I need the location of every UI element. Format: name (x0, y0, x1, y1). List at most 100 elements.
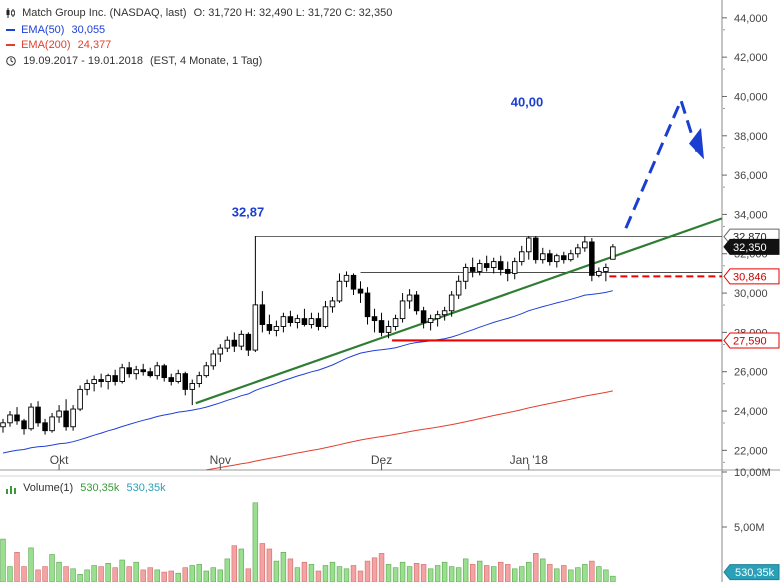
candle-body (448, 294, 455, 312)
candle-body (413, 294, 420, 312)
candle-body (385, 326, 392, 333)
volume-bar (70, 568, 76, 583)
projection-arrow (624, 96, 699, 229)
ohlc-values: O: 31,720 H: 32,490 L: 31,720 C: 32,350 (193, 7, 393, 19)
volume-legend: Volume(1) 530,35k 530,35k (6, 481, 170, 495)
candle-body (119, 367, 125, 382)
candle-body (245, 333, 252, 351)
x-tick-label: Nov (210, 453, 231, 467)
volume-value-2: 530,35k (126, 482, 166, 494)
volume-bar (483, 565, 490, 583)
volume-bar (357, 570, 364, 583)
candle-body (476, 263, 483, 272)
period-note: (EST, 4 Monate, 1 Tag) (150, 55, 263, 67)
candle-body (91, 379, 97, 384)
candle-body (603, 267, 609, 272)
volume-bar (315, 570, 322, 583)
volume-bar (596, 566, 602, 583)
volume-bar (126, 566, 132, 583)
volume-bar (196, 564, 202, 583)
volume-bar (540, 558, 546, 583)
volume-bar (427, 568, 434, 583)
candle-body (161, 365, 167, 379)
x-tick-label: Dez (371, 453, 392, 467)
volume-bar (413, 562, 420, 583)
vol-tick-label: 5,00M (734, 522, 765, 534)
candle-body (168, 377, 174, 382)
candle-body (294, 318, 301, 324)
candle-body (14, 414, 20, 422)
candle-body (399, 300, 406, 320)
candle-body (343, 274, 350, 282)
candle-body (561, 255, 567, 261)
volume-bar (266, 548, 273, 583)
volume-bar (526, 561, 532, 583)
volume-bar (582, 564, 588, 583)
volume-bar (168, 570, 174, 583)
candle-body (518, 251, 525, 263)
volume-bar (547, 564, 553, 583)
volume-bar (280, 551, 287, 583)
volume-bar (406, 566, 413, 583)
volume-bar (182, 567, 188, 583)
volume-bar (512, 568, 518, 583)
ema50-value: 30,055 (71, 24, 106, 36)
x-tick-label: Jan '18 (510, 453, 549, 467)
volume-bar (301, 561, 308, 583)
vol-tick-label: 10,00M (734, 467, 771, 479)
price-badge-label: 30,846 (733, 271, 767, 283)
candle-body (392, 318, 399, 327)
volume-bar (434, 565, 441, 583)
candle-body (70, 408, 76, 428)
volume-bar (231, 545, 238, 583)
volume-bar (364, 560, 371, 583)
volume-bar (294, 567, 301, 583)
volume-bar (498, 561, 504, 583)
volume-bar (568, 569, 574, 583)
volume-bar (371, 557, 378, 583)
volume-bar (610, 575, 616, 583)
volume-bar (378, 553, 385, 583)
candle-body (133, 369, 139, 375)
volume-bar (561, 565, 567, 583)
candle-body (231, 339, 238, 347)
y-tick-label: 42,000 (734, 52, 768, 64)
volume-bar (392, 567, 399, 583)
candle-body (35, 406, 41, 424)
candle-body (224, 339, 231, 349)
candle-body (533, 237, 539, 261)
volume-bar (420, 564, 427, 583)
volume-bar (441, 561, 448, 583)
volume-bar (56, 561, 62, 583)
candle-body (568, 253, 574, 261)
candle-body (84, 383, 90, 390)
candle-body (21, 420, 27, 430)
volume-badge-label: 530,35k (735, 567, 775, 579)
candle-body (273, 326, 280, 331)
volume-bar (28, 547, 34, 583)
volume-bar (399, 561, 406, 583)
ema200-legend: EMA(200) 24,377 (6, 38, 115, 52)
volume-bar (91, 565, 97, 583)
price-badge-red (723, 268, 780, 285)
volume-bar (505, 564, 511, 583)
candle-body (203, 365, 210, 377)
candle-body (189, 383, 196, 390)
volume-bar (217, 569, 224, 583)
volume-bar (63, 566, 69, 583)
y-tick-label: 26,000 (734, 367, 768, 379)
candle-body (610, 246, 616, 260)
y-tick-label: 40,000 (734, 91, 768, 103)
volume-bar (322, 565, 329, 583)
ema200-label: EMA(200) (21, 39, 71, 51)
volume-badge (723, 564, 780, 581)
volume-bar (519, 566, 525, 583)
price-badge-label: 27,590 (733, 335, 767, 347)
price-badge-red (723, 332, 780, 349)
y-tick-label: 24,000 (734, 406, 768, 418)
volume-bar (112, 567, 118, 583)
candle-body (378, 320, 385, 333)
volume-bar (84, 569, 90, 583)
candle-body (140, 369, 146, 373)
